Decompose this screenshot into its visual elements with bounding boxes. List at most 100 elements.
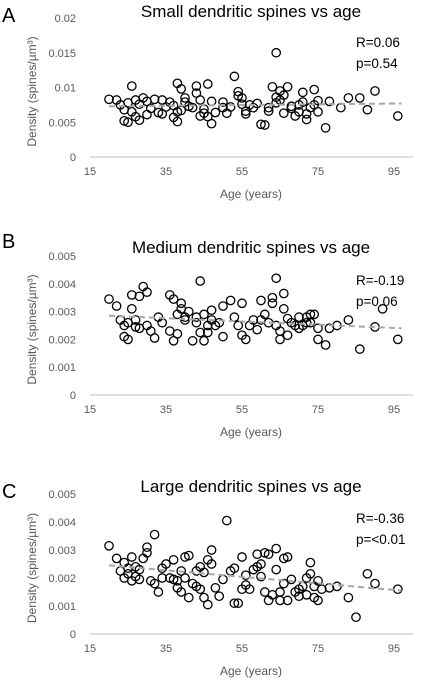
panel-b-data-point [271, 273, 282, 284]
panel-b-data-point [172, 328, 183, 339]
panel-c-x-tick-label: 15 [84, 643, 96, 655]
panel-b-data-point [301, 317, 312, 328]
panel-c-data-point [305, 557, 316, 568]
panel-a-data-point [123, 117, 133, 128]
panel-c-data-point [206, 545, 217, 555]
panel-c-data-point [392, 584, 403, 595]
panel-b-x-tick-label: 55 [236, 404, 248, 416]
panel-c-r-value: R=-0.36 [356, 511, 404, 526]
panel-c-data-point [221, 515, 232, 526]
panel-a-x-tick-label: 95 [388, 166, 400, 178]
panel-c-data-point [313, 575, 323, 586]
panel-c-data-point [332, 581, 342, 592]
panel-c-data-point [183, 550, 194, 561]
panel-c-data-point [134, 564, 145, 575]
panel-a-data-point [191, 81, 202, 91]
panel-a-y-tick-label: 0.015 [48, 48, 76, 60]
panel-a-r-value: R=0.06 [356, 35, 400, 50]
panel-b-data-point [259, 309, 270, 320]
panel-b-data-point [275, 326, 285, 336]
panel-c-data-point [316, 584, 327, 595]
panel-c-data-point [149, 529, 160, 540]
panel-c-y-tick-label: 0.005 [48, 489, 76, 501]
panel-b-data-point [377, 303, 388, 314]
panel-c-data-point [263, 549, 274, 560]
panel-c-p-value: p=<0.01 [356, 532, 406, 547]
panel-b-data-point [233, 320, 244, 331]
panel-b-y-axis-label: Density (spines/µm³) [25, 274, 39, 384]
panel-a-data-point [206, 118, 217, 129]
panel-c-data-point [275, 595, 285, 606]
panel-b-x-tick-label: 75 [312, 404, 324, 416]
panel-b-data-point [134, 291, 145, 302]
panel-a-data-point [320, 122, 331, 133]
panel-b-data-point [313, 323, 323, 334]
panel-a-trendline [108, 102, 402, 108]
panel-c-x-tick-label: 55 [236, 643, 248, 655]
panel-a-data-point [180, 93, 190, 103]
panel-a-data-point [210, 107, 221, 118]
panel-b-data-point [126, 303, 137, 314]
panel-b-y-tick-label: 0.001 [48, 362, 76, 374]
panel-c-data-point [126, 552, 137, 562]
panel-b-data-point [305, 317, 316, 328]
panel-a-data-point [370, 86, 380, 96]
panel-b-p-value: p=0.06 [356, 294, 398, 309]
panel-a-data-point [145, 103, 156, 114]
panel-b-data-point [248, 315, 259, 325]
panel-c-x-tick-label: 95 [388, 643, 400, 655]
panel-c-data-point [343, 592, 354, 603]
panel-c-data-point [214, 591, 225, 602]
panel-c-data-point [275, 587, 285, 597]
panel-c-data-point [176, 587, 187, 597]
panel-a-data-point [218, 97, 228, 107]
panel-a-data-point [309, 84, 320, 95]
panel-a-x-axis-label: Age (years) [220, 187, 282, 201]
panel-c-data-point [218, 574, 228, 585]
panel-b-r-value: R=-0.19 [356, 273, 404, 288]
panel-a-data-point [282, 81, 293, 92]
panel-c-x-tick-label: 35 [160, 643, 172, 655]
panel-c-data-point [210, 582, 221, 593]
panel-a-data-point [237, 93, 247, 103]
panel-b-data-point [218, 331, 228, 342]
panel-b-data-point [206, 305, 217, 316]
panel-c-letter: C [2, 481, 16, 503]
panel-b-data-point [282, 330, 293, 341]
panel-c-data-point [229, 563, 240, 574]
panel-b-data-point [392, 334, 403, 345]
panel-c-y-tick-label: 0.003 [48, 545, 76, 557]
panel-c-data-point [206, 559, 217, 569]
panel-a-data-point [271, 47, 282, 58]
panel-a-data-point [195, 95, 206, 105]
panel-b-data-point [202, 327, 213, 338]
panel-a-title: Small dendritic spines vs age [141, 2, 361, 21]
panel-c-data-point [153, 587, 164, 597]
panel-c-data-point [237, 552, 247, 562]
panel-a-data-point [104, 94, 114, 105]
panel-b-data-point [104, 294, 114, 304]
panel-a-data-point [278, 108, 289, 119]
panel-b-data-point [252, 324, 263, 335]
panel-a-y-tick-label: 0.005 [48, 117, 76, 129]
panel-a-data-point [362, 104, 373, 115]
panel-a-p-value: p=0.54 [356, 56, 398, 71]
panel-c-data-point [161, 559, 171, 569]
panel-a-letter: A [2, 5, 16, 27]
panel-a-data-point [134, 115, 145, 126]
panel-c-data-point [104, 540, 114, 551]
panel-c-data-point [240, 570, 251, 581]
panel-b-letter: B [2, 231, 15, 253]
panel-b-data-point [199, 335, 209, 346]
panel-b-data-point [183, 306, 194, 317]
panel-b-data-point [309, 309, 320, 320]
panel-a-data-point [313, 95, 323, 106]
panel-b-data-point [313, 334, 323, 345]
panel-a-data-point [278, 90, 289, 100]
panel-a-x-tick-label: 75 [312, 166, 324, 178]
panel-a-y-tick-label: 0.01 [55, 83, 76, 95]
panel-b-y-tick-label: 0.002 [48, 334, 76, 346]
panel-b-x-tick-label: 95 [388, 404, 400, 416]
panel-b-data-point [225, 295, 236, 306]
